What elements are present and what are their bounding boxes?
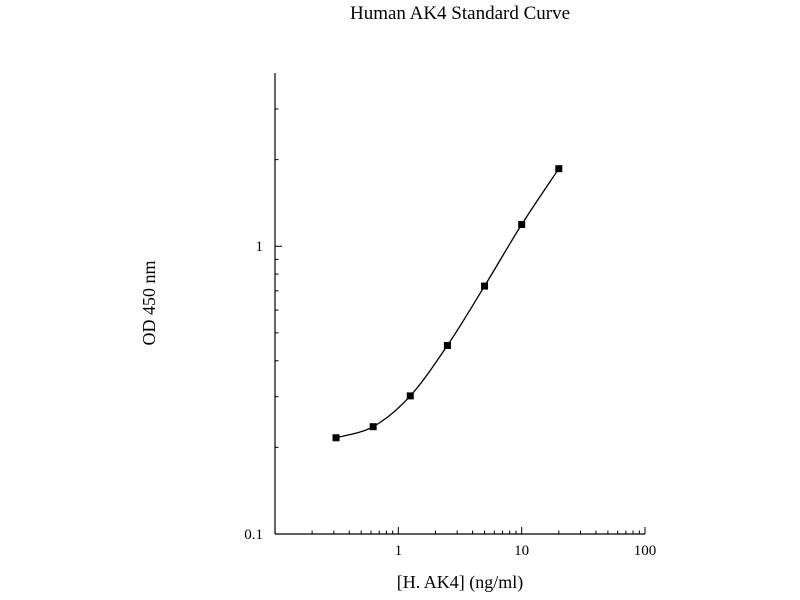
x-axis-label: [H. AK4] (ng/ml) [397,572,523,593]
y-axis-label: OD 450 nm [139,261,159,346]
data-point-6 [518,221,526,229]
data-point-1 [332,434,340,442]
y-axis-ticks: 0.11 [244,108,282,543]
x-tick-label-100: 100 [634,543,657,559]
data-point-5 [481,282,489,290]
axes [274,73,645,535]
plot-area [332,165,563,442]
data-point-2 [369,423,377,431]
data-point-4 [443,341,451,349]
standard-curve-line [335,168,560,439]
y-tick-label-0.1: 0.1 [244,527,263,543]
x-axis-ticks: 1 10 100 [311,527,657,559]
x-tick-label-1: 1 [395,543,403,559]
x-tick-label-10: 10 [514,543,529,559]
data-point-3 [406,392,414,400]
y-tick-label-1: 1 [256,239,264,255]
data-point-7 [555,165,563,173]
chart-title: Human AK4 Standard Curve [350,3,570,24]
